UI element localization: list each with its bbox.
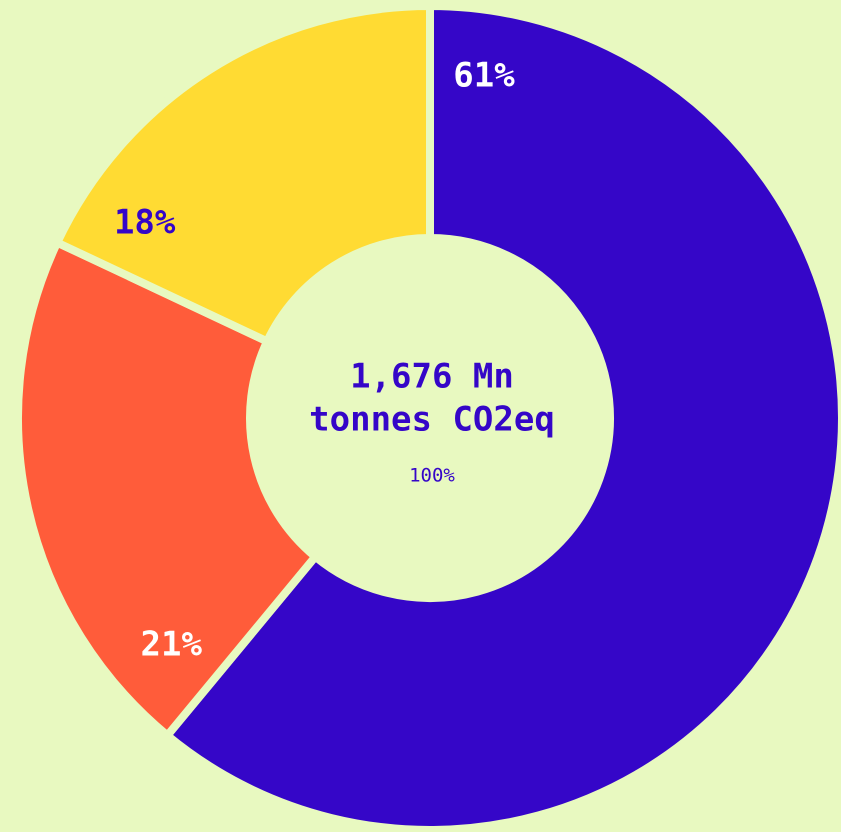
slice — [14, 238, 320, 740]
center-label: tonnes CO2eq — [309, 400, 555, 440]
center-label: 1,676 Mn — [350, 357, 514, 397]
slice — [163, 2, 841, 832]
slice — [53, 2, 434, 346]
center-sublabel: 100% — [409, 465, 455, 487]
data-label: 21% — [141, 625, 203, 665]
data-label: 61% — [453, 56, 515, 96]
slices — [14, 2, 841, 832]
data-label: 18% — [114, 203, 176, 243]
